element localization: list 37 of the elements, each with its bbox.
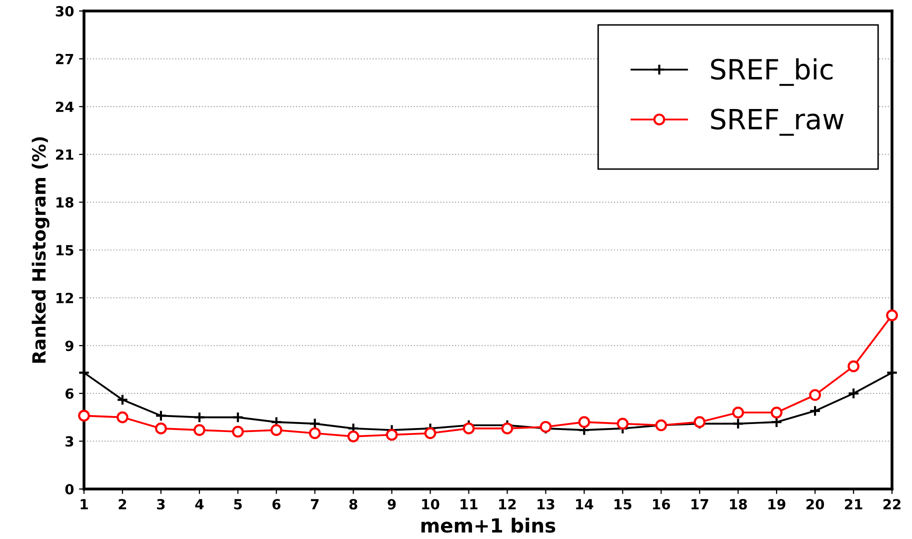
x-tick-label: 6 [272, 498, 280, 510]
y-tick-label: 3 [66, 436, 74, 447]
x-tick-label: 10 [422, 498, 440, 510]
y-tick-label: 27 [56, 54, 74, 64]
x-tick-label: 7 [310, 499, 319, 510]
legend-label: SREF_bic [711, 58, 833, 86]
x-tick-label: 13 [538, 498, 554, 510]
x-tick-label: 17 [692, 499, 708, 510]
x-tick-label: 15 [614, 499, 632, 510]
legend-label: SREF_raw [711, 108, 844, 136]
x-tick-label: 21 [844, 498, 862, 510]
x-tick-label: 22 [883, 498, 900, 510]
x-tick-label: 16 [653, 498, 670, 510]
y-axis-title: Ranked Histogram (%) [32, 137, 50, 363]
x-tick-label: 18 [730, 498, 747, 510]
x-tick-label: 4 [195, 499, 204, 510]
y-tick-label: 15 [56, 245, 74, 256]
x-axis-title: mem+1 bins [421, 518, 556, 533]
y-tick-label: 6 [65, 388, 74, 399]
y-tick-label: 18 [56, 197, 74, 208]
y-tick-label: 21 [56, 149, 74, 160]
x-tick-label: 5 [234, 499, 242, 510]
x-tick-label: 11 [460, 499, 478, 510]
x-tick-label: 9 [388, 498, 396, 510]
y-tick-label: 30 [56, 6, 74, 16]
x-tick-label: 3 [157, 498, 165, 510]
y-tick-label: 12 [56, 292, 74, 304]
y-tick-label: 9 [65, 340, 74, 352]
y-tick-label: 24 [56, 102, 74, 112]
x-tick-label: 14 [576, 499, 594, 510]
x-tick-label: 2 [118, 498, 126, 510]
y-tick-label: 0 [65, 484, 74, 494]
x-tick-label: 12 [499, 498, 516, 510]
x-tick-label: 20 [806, 498, 824, 510]
x-tick-label: 19 [768, 498, 786, 510]
x-tick-label: 1 [80, 499, 88, 510]
x-tick-label: 8 [349, 498, 358, 510]
